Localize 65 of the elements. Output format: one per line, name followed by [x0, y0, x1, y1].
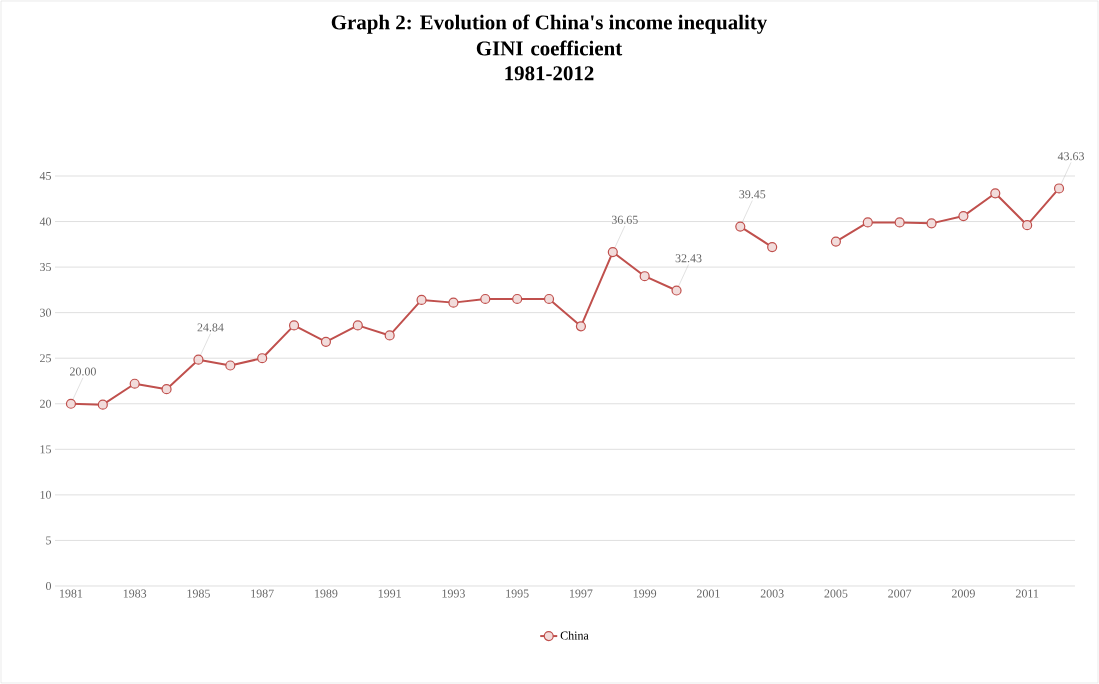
point	[830, 236, 841, 247]
x-tick-label: 1999	[633, 589, 657, 598]
x-tick-label: 2009	[951, 589, 975, 598]
point	[607, 246, 618, 258]
point	[990, 188, 1001, 199]
x-tick-label: 2001	[697, 589, 720, 598]
point	[448, 297, 459, 308]
point	[161, 384, 172, 395]
point	[1022, 220, 1033, 231]
x-tick-label: 1987	[251, 589, 274, 598]
chart-subtitle: GINI coefficient 1981-2012	[476, 40, 623, 81]
y-tick-label: 35	[40, 263, 52, 272]
point	[543, 293, 555, 305]
point	[225, 360, 236, 371]
y-tick-label: 0	[45, 581, 52, 591]
x-tick-label: 1989	[315, 589, 338, 598]
point	[735, 221, 746, 232]
data-label: 39.45	[739, 190, 766, 199]
data-label: 32.43	[675, 254, 702, 263]
point	[958, 210, 969, 222]
x-tick-label: 2003	[760, 589, 784, 598]
x-tick-label: 1981	[60, 589, 83, 598]
data-label: 36.65	[611, 215, 638, 224]
y-tick-label: 25	[40, 354, 52, 363]
point	[257, 353, 268, 364]
data-label: 43.63	[1057, 152, 1085, 161]
y-tick-label: 10	[40, 490, 52, 499]
point	[129, 378, 140, 389]
y-tick-label: 40	[39, 217, 52, 226]
chart-title: Graph 2: Evolution of China's income inequality	[331, 14, 768, 34]
x-tick-label: 2007	[888, 589, 912, 598]
data-label: 24.84	[197, 323, 224, 332]
point	[575, 321, 587, 332]
x-tick-label: 1997	[570, 589, 593, 598]
point	[480, 293, 491, 305]
x-tick-label: 1983	[123, 589, 147, 598]
point	[193, 354, 204, 365]
point	[288, 320, 300, 331]
point	[384, 330, 395, 341]
x-tick-label: 2011	[1015, 589, 1039, 598]
x-tick-label: 2005	[824, 589, 848, 598]
point	[320, 336, 332, 347]
point	[352, 320, 363, 331]
y-tick-label: 15	[40, 445, 52, 454]
point	[639, 271, 650, 282]
point	[65, 398, 77, 409]
point	[926, 218, 937, 229]
y-tick-label: 5	[46, 536, 52, 545]
point	[894, 217, 905, 228]
y-tick-label: 45	[39, 171, 52, 180]
point	[97, 399, 108, 410]
y-tick-label: 20	[40, 399, 52, 408]
point	[671, 285, 682, 296]
x-tick-label: 1993	[442, 589, 465, 598]
point	[862, 217, 873, 228]
point	[512, 293, 523, 305]
x-tick-label: 1995	[506, 589, 529, 598]
data-label: 20.00	[70, 367, 96, 376]
x-tick-label: 1985	[187, 589, 210, 598]
legend-label: China	[560, 631, 589, 640]
point	[767, 241, 778, 253]
point	[1053, 183, 1065, 194]
point	[416, 294, 427, 305]
x-tick-label: 1991	[378, 589, 401, 598]
y-tick-label: 30	[40, 308, 52, 317]
